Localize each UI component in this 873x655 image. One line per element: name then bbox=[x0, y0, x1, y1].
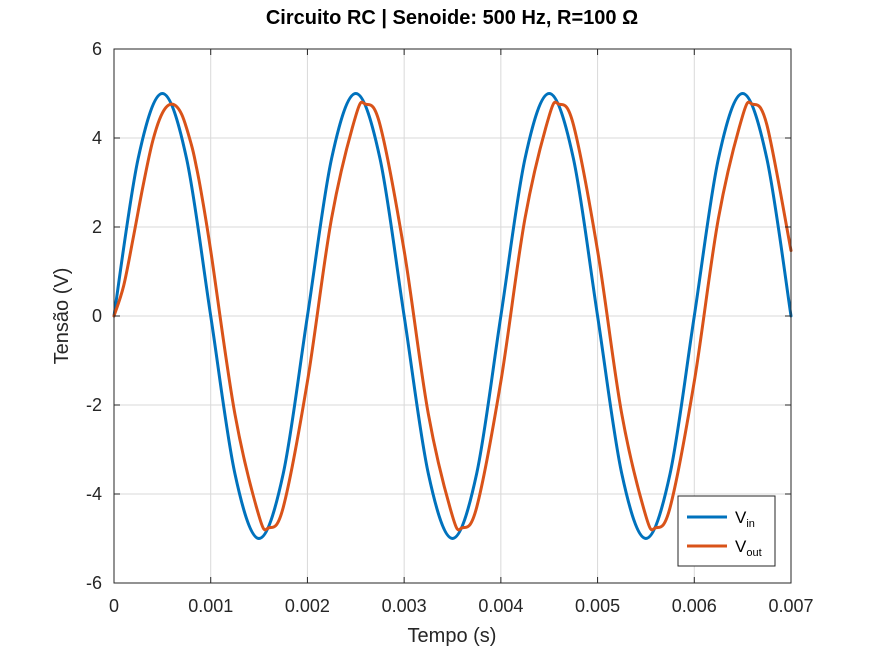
x-tick-label: 0.005 bbox=[575, 596, 620, 616]
legend-entry-vout: Vout bbox=[735, 537, 762, 559]
legend-entry-vin: Vin bbox=[735, 508, 755, 530]
y-tick-label: -2 bbox=[86, 395, 102, 415]
x-tick-labels: 0 0.001 0.002 0.003 0.004 0.005 0.006 0.007 bbox=[109, 596, 814, 616]
x-tick-label: 0.003 bbox=[382, 596, 427, 616]
legend-vin-sub: in bbox=[746, 518, 755, 530]
legend-box bbox=[677, 495, 776, 567]
y-tick-labels: 6 4 2 0 -2 -4 -6 bbox=[86, 39, 102, 593]
x-tick-label: 0.006 bbox=[672, 596, 717, 616]
x-tick-label: 0.007 bbox=[768, 596, 813, 616]
y-axis-label: Tensão (V) bbox=[51, 268, 73, 365]
x-axis-label: Tempo (s) bbox=[408, 625, 497, 647]
x-tick-label: 0.001 bbox=[188, 596, 233, 616]
ticks bbox=[113, 48, 792, 584]
legend-vout-sub: out bbox=[746, 547, 761, 559]
y-tick-label: 6 bbox=[92, 39, 102, 59]
legend-vout-main: V bbox=[735, 537, 747, 556]
legend: Vin Vout bbox=[677, 495, 776, 567]
x-tick-label: 0 bbox=[109, 596, 119, 616]
y-tick-label: -6 bbox=[86, 573, 102, 593]
y-tick-label: -4 bbox=[86, 484, 102, 504]
chart-title: Circuito RC | Senoide: 500 Hz, R=100 Ω bbox=[266, 7, 638, 29]
series-line-vout bbox=[112, 100, 793, 532]
legend-vin-main: V bbox=[735, 508, 747, 527]
series-line-vin bbox=[112, 92, 793, 540]
x-tick-label: 0.002 bbox=[285, 596, 330, 616]
y-tick-label: 0 bbox=[92, 306, 102, 326]
y-tick-label: 2 bbox=[92, 217, 102, 237]
x-tick-label: 0.004 bbox=[478, 596, 523, 616]
series-group bbox=[112, 92, 793, 540]
y-tick-label: 4 bbox=[92, 128, 102, 148]
